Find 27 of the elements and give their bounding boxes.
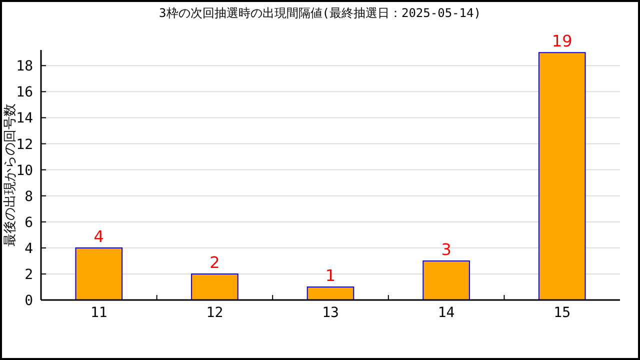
data-label: 2 — [210, 252, 220, 272]
y-tick-label: 12 — [16, 136, 33, 153]
bar — [306, 286, 354, 300]
x-tick-label: 12 — [206, 305, 224, 321]
bar — [75, 247, 123, 300]
bar — [538, 52, 586, 300]
y-tick-label: 16 — [16, 84, 33, 101]
bar — [422, 260, 470, 300]
y-axis-title: 最後の出現からの回号数 — [3, 104, 18, 246]
y-tick-label: 8 — [24, 188, 33, 205]
bar — [191, 273, 238, 300]
y-tick-label: 0 — [24, 293, 33, 309]
data-label: 1 — [325, 266, 336, 285]
data-label: 3 — [441, 240, 452, 259]
y-tick-label: 4 — [24, 240, 33, 257]
x-tick-label: 13 — [322, 305, 339, 321]
y-tick-label: 14 — [16, 110, 33, 127]
data-label: 19 — [552, 32, 572, 51]
x-tick-label: 14 — [438, 305, 455, 321]
chart-title: 3枠の次回抽選時の出現間隔値(最終抽選日：2025-05-14) — [159, 6, 481, 20]
y-tick-label: 6 — [24, 214, 33, 231]
y-tick-label: 18 — [16, 58, 33, 75]
data-label: 4 — [94, 226, 104, 246]
y-tick-label: 2 — [24, 266, 33, 283]
x-tick-label: 11 — [90, 305, 108, 321]
x-tick-label: 15 — [554, 305, 571, 321]
y-tick-label: 10 — [16, 162, 33, 179]
